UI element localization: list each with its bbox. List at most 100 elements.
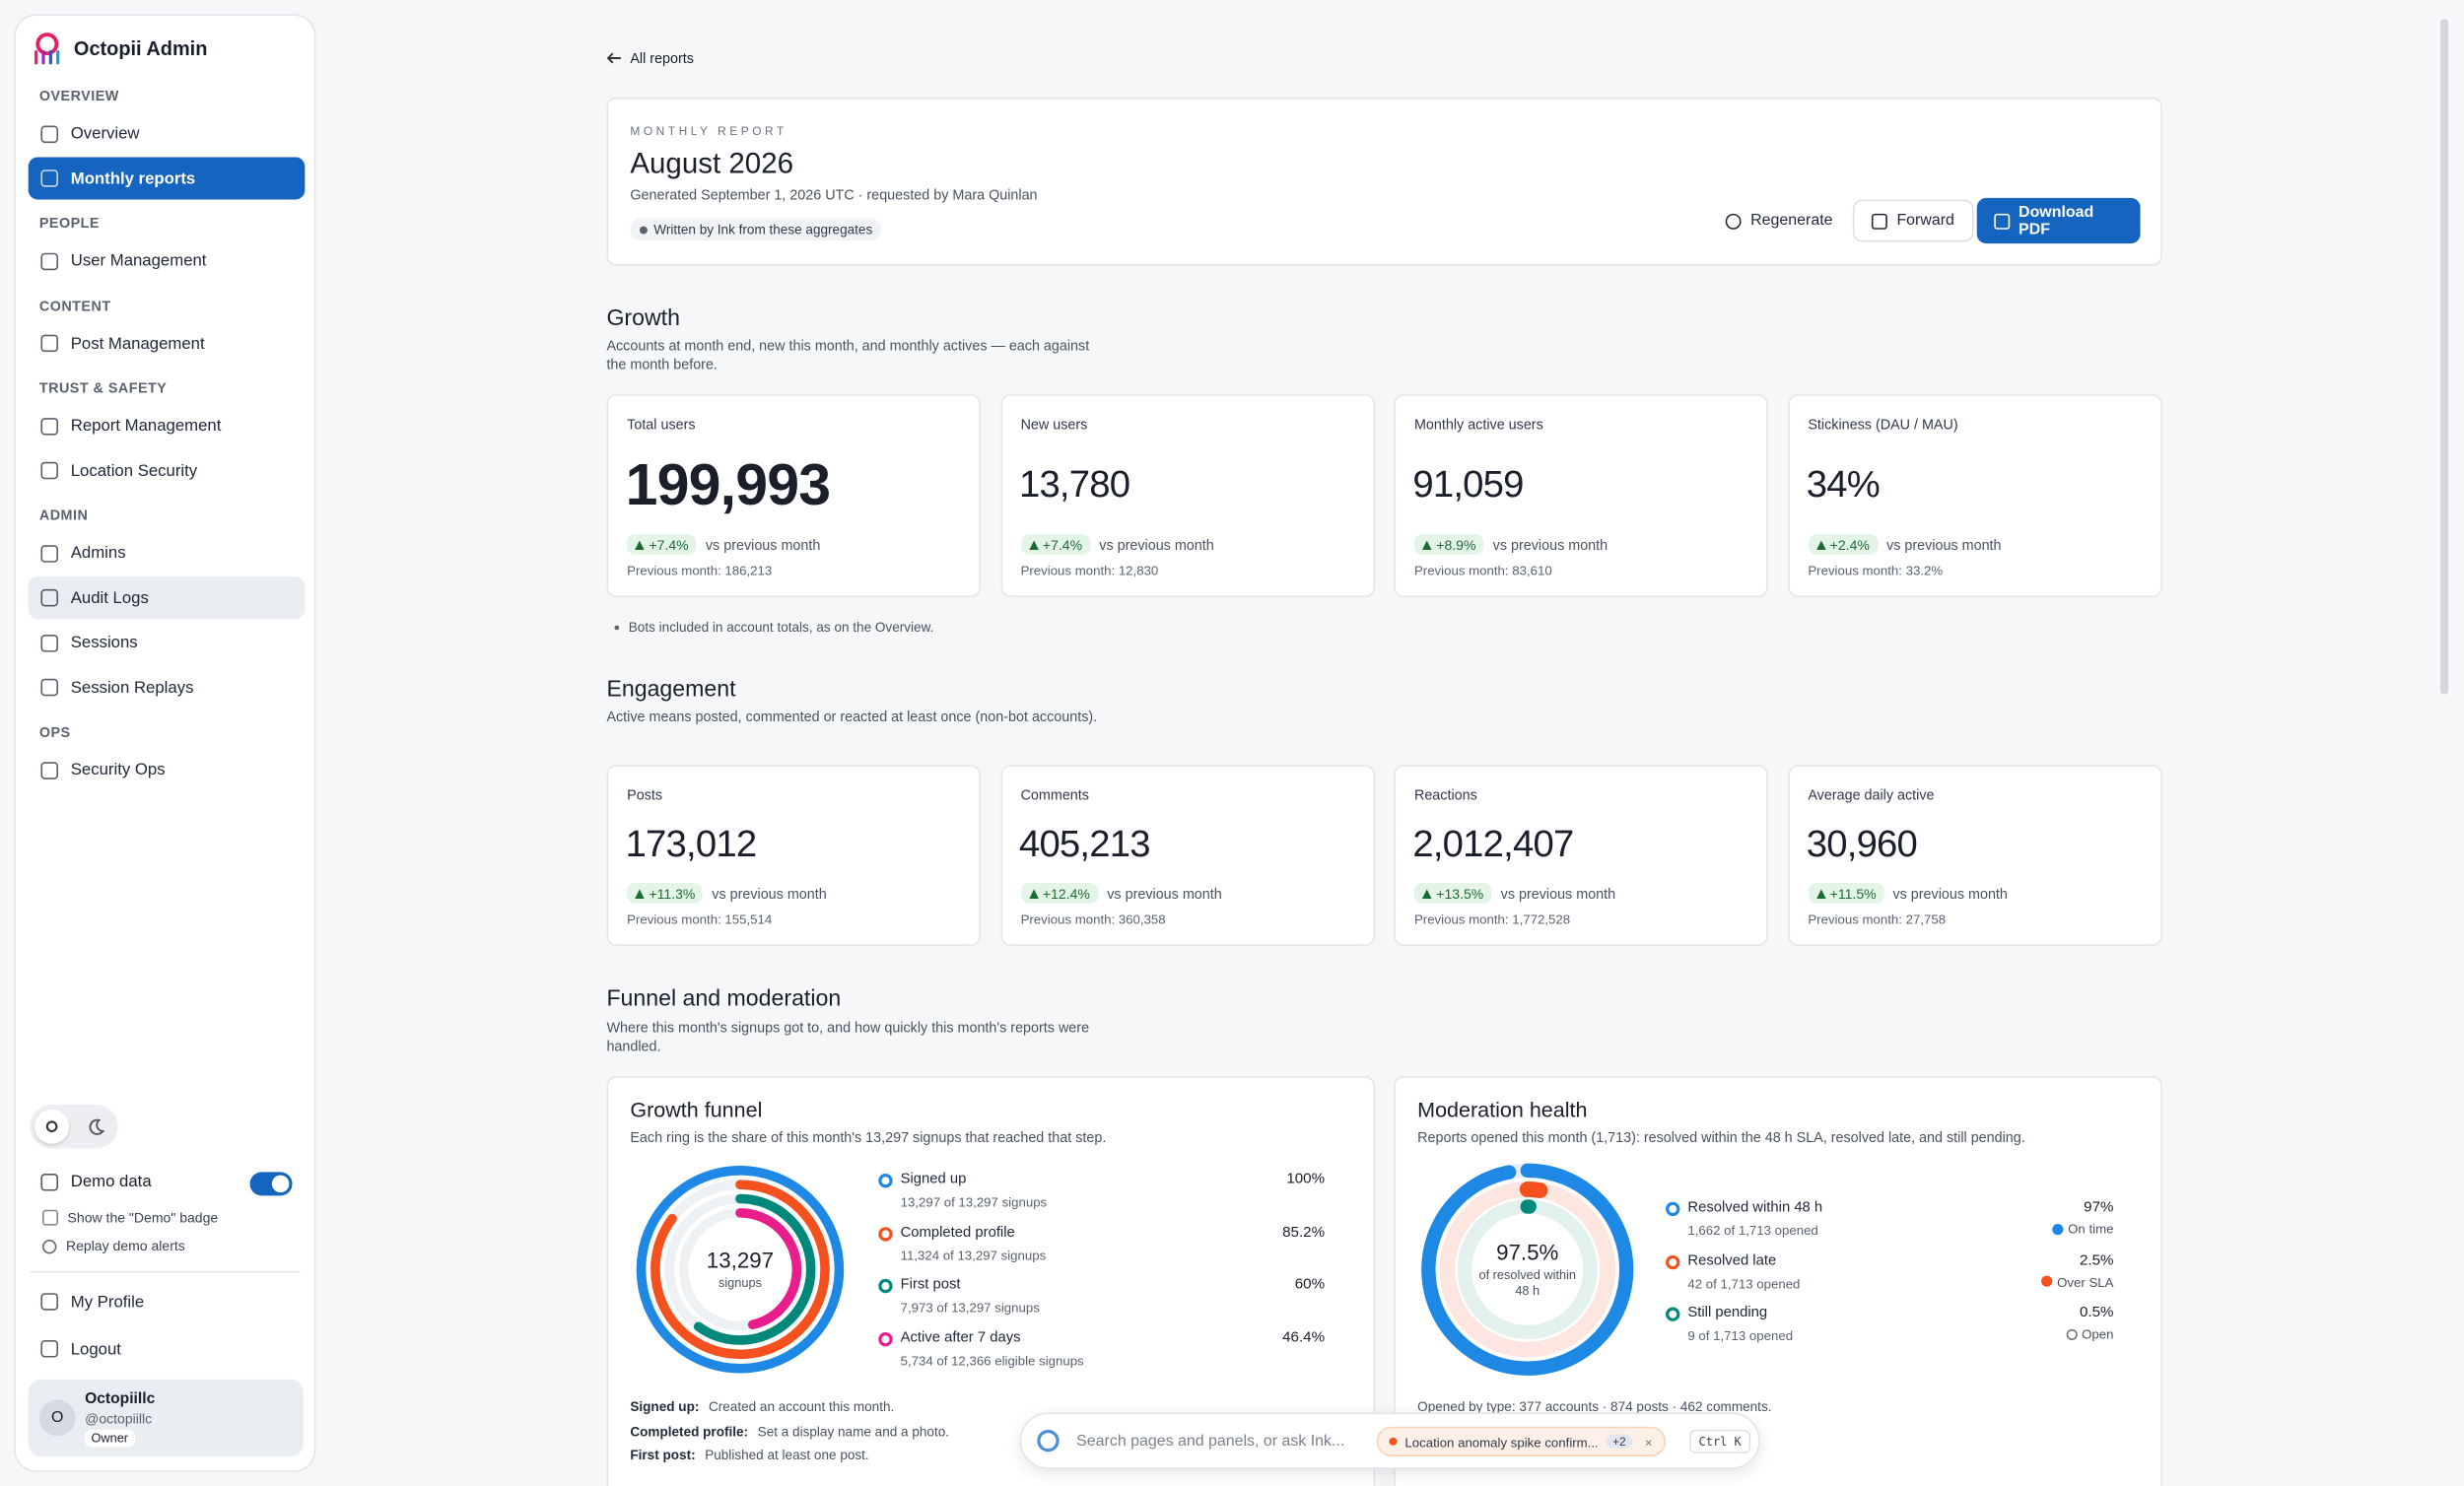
metric-value: 2,012,407 xyxy=(1412,823,1574,866)
nav-item[interactable]: Report Management xyxy=(29,405,306,447)
legend-detail: 13,297 of 13,297 signups xyxy=(900,1193,1048,1210)
account-item[interactable]: Logout xyxy=(29,1327,317,1370)
vs-label: vs previous month xyxy=(1107,886,1222,903)
vs-label: vs previous month xyxy=(1500,886,1616,903)
nav-item[interactable]: Audit Logs xyxy=(28,576,306,620)
user-card[interactable]: O Octopiillc @octopiillc Owner xyxy=(28,1379,304,1457)
nav-section-title: ADMIN xyxy=(38,507,89,523)
nav-icon xyxy=(40,678,58,697)
theme-light xyxy=(34,1109,70,1144)
nav-label: Admins xyxy=(70,543,126,563)
metric-value: 34% xyxy=(1806,463,1881,507)
legend-name: Resolved late xyxy=(1687,1250,1777,1267)
legend-name: Resolved within 48 h xyxy=(1687,1198,1823,1215)
nav-item[interactable]: User Management xyxy=(29,239,306,282)
moderation-card: Moderation health Reports opened this mon… xyxy=(1394,1076,2162,1486)
previous: Previous month: 186,213 xyxy=(627,562,773,578)
account-icon xyxy=(40,1293,58,1311)
ink-badge: Written by Ink from these aggregates xyxy=(630,218,882,240)
button-icon xyxy=(1994,213,2010,229)
legend-detail: 5,734 of 12,366 eligible signups xyxy=(900,1351,1084,1368)
legend-percent: 97% xyxy=(2084,1198,2114,1217)
vs-label: vs previous month xyxy=(1886,537,2002,554)
nav-item[interactable]: Location Security xyxy=(29,449,306,492)
delta-arrow xyxy=(635,539,645,550)
vs-label: vs previous month xyxy=(1492,537,1608,554)
button-label: Download PDF xyxy=(2019,203,2094,238)
card-desc: Each ring is the share of this month's 1… xyxy=(630,1129,1107,1146)
account-label: My Profile xyxy=(70,1292,145,1312)
alert-close[interactable]: × xyxy=(1644,1433,1653,1450)
account-icon xyxy=(40,1340,58,1358)
theme-toggle[interactable] xyxy=(30,1104,118,1149)
search-placeholder: Search pages and panels, or ask Ink... xyxy=(1076,1433,1345,1451)
delta-arrow xyxy=(1028,539,1039,550)
moon xyxy=(89,1118,105,1135)
nav-item[interactable]: Overview xyxy=(29,112,306,155)
nav-item[interactable]: Sessions xyxy=(29,622,306,664)
delta-pill: +11.3% xyxy=(627,883,704,904)
nav-item[interactable]: Admins xyxy=(29,532,306,574)
nav-item[interactable]: Post Management xyxy=(29,322,306,365)
status-label: On time xyxy=(2068,1220,2114,1237)
demo-row: Demo data xyxy=(40,1172,152,1191)
nav-item[interactable]: Session Replays xyxy=(29,666,306,709)
metric-label: Total users xyxy=(627,416,696,433)
nav-label: Session Replays xyxy=(70,677,194,698)
nav-section-title: OPS xyxy=(38,724,71,740)
replay-option[interactable]: Replay demo alerts xyxy=(42,1238,185,1253)
alert-chip[interactable]: Location anomaly spike confirm... +2 × xyxy=(1376,1426,1666,1457)
back-arrow xyxy=(606,52,621,64)
legend-detail: 9 of 1,713 opened xyxy=(1687,1327,1794,1344)
back-link[interactable]: All reports xyxy=(606,50,694,66)
vs-label: vs previous month xyxy=(712,886,827,903)
previous: Previous month: 27,758 xyxy=(1808,911,1947,927)
status-label: Open xyxy=(2082,1325,2114,1342)
previous: Previous month: 12,830 xyxy=(1020,562,1159,578)
status: On time xyxy=(2052,1221,2113,1237)
sparkle xyxy=(639,225,648,234)
definition: Signed up: Created an account this month. xyxy=(630,1398,894,1414)
definition-term: Completed profile: xyxy=(630,1423,749,1439)
nav-icon xyxy=(40,334,58,353)
button-label: Forward xyxy=(1896,212,1954,230)
metric-card: Monthly active users 91,059 +8.9% vs previo… xyxy=(1394,394,1768,597)
header-button[interactable]: Forward xyxy=(1852,199,1974,242)
header-button[interactable]: Download PDF xyxy=(1976,197,2141,244)
delta-arrow xyxy=(1421,539,1432,550)
legend-percent: 100% xyxy=(1286,1170,1326,1188)
section-desc: Active means posted, commented or reacte… xyxy=(606,709,1098,725)
section-title: Engagement xyxy=(606,677,736,703)
header-button[interactable]: Regenerate xyxy=(1708,199,1850,241)
status-label: Over SLA xyxy=(2057,1273,2114,1290)
nav-item[interactable]: Monthly reports xyxy=(28,157,306,200)
nav-label: Audit Logs xyxy=(70,588,149,608)
ring xyxy=(664,1193,816,1345)
legend-name: First post xyxy=(900,1275,961,1292)
nav-icon xyxy=(40,417,58,435)
delta-value: +13.5% xyxy=(1436,885,1484,902)
center-label: of resolved within 48 h xyxy=(1478,1267,1577,1298)
arrow xyxy=(606,52,621,64)
definition-text: Set a display name and a photo. xyxy=(757,1423,950,1439)
brand-logo xyxy=(34,33,60,65)
metric-value: 30,960 xyxy=(1806,823,1918,866)
nav-icon xyxy=(40,124,58,143)
button-icon xyxy=(1871,213,1887,229)
legend-detail: 11,324 of 13,297 signups xyxy=(900,1247,1047,1263)
command-bar[interactable]: Search pages and panels, or ask Ink... Lo… xyxy=(1019,1412,1760,1469)
nav-section-title: TRUST & SAFETY xyxy=(38,379,168,396)
metric-value: 405,213 xyxy=(1018,823,1151,866)
metric-value: 13,780 xyxy=(1018,463,1130,507)
section-desc: Accounts at month end, new this month, a… xyxy=(606,337,1090,372)
sun-icon xyxy=(45,1120,58,1133)
button-label: Regenerate xyxy=(1750,212,1833,230)
account-item[interactable]: My Profile xyxy=(29,1280,317,1322)
nav-icon xyxy=(40,169,58,187)
metric-card: Posts 173,012 +11.3% vs previous month Previ… xyxy=(606,765,981,946)
demo-switch[interactable] xyxy=(249,1172,293,1196)
nav-item[interactable]: Security Ops xyxy=(29,749,306,791)
metric-label: Comments xyxy=(1020,786,1089,803)
badge-option[interactable]: Show the "Demo" badge xyxy=(42,1209,218,1226)
